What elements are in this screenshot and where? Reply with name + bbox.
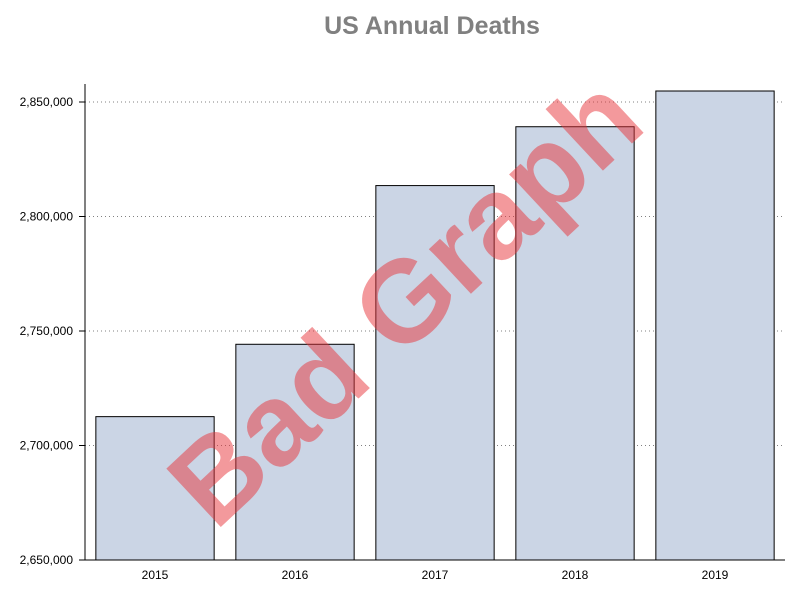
y-tick-label: 2,800,000 [20,210,74,224]
bar-2019 [655,90,775,561]
y-tick-label: 2,650,000 [20,553,74,567]
x-tick-label: 2017 [422,568,449,582]
x-tick-label: 2016 [282,568,309,582]
y-tick-label: 2,700,000 [20,439,74,453]
bars-layer [95,90,775,561]
x-tick-label: 2019 [702,568,729,582]
x-tick-label: 2015 [142,568,169,582]
y-tick-label: 2,850,000 [20,95,74,109]
bar-2015 [95,416,215,561]
y-tick-label: 2,750,000 [20,324,74,338]
bar-2016 [235,343,355,561]
bar-2018 [515,126,635,561]
bar-2017 [375,185,495,561]
chart-title: US Annual Deaths [324,12,540,40]
axis-layer: 2,650,000 2,700,000 2,750,000 2,800,000 2,85… [20,84,785,582]
x-tick-label: 2018 [562,568,589,582]
